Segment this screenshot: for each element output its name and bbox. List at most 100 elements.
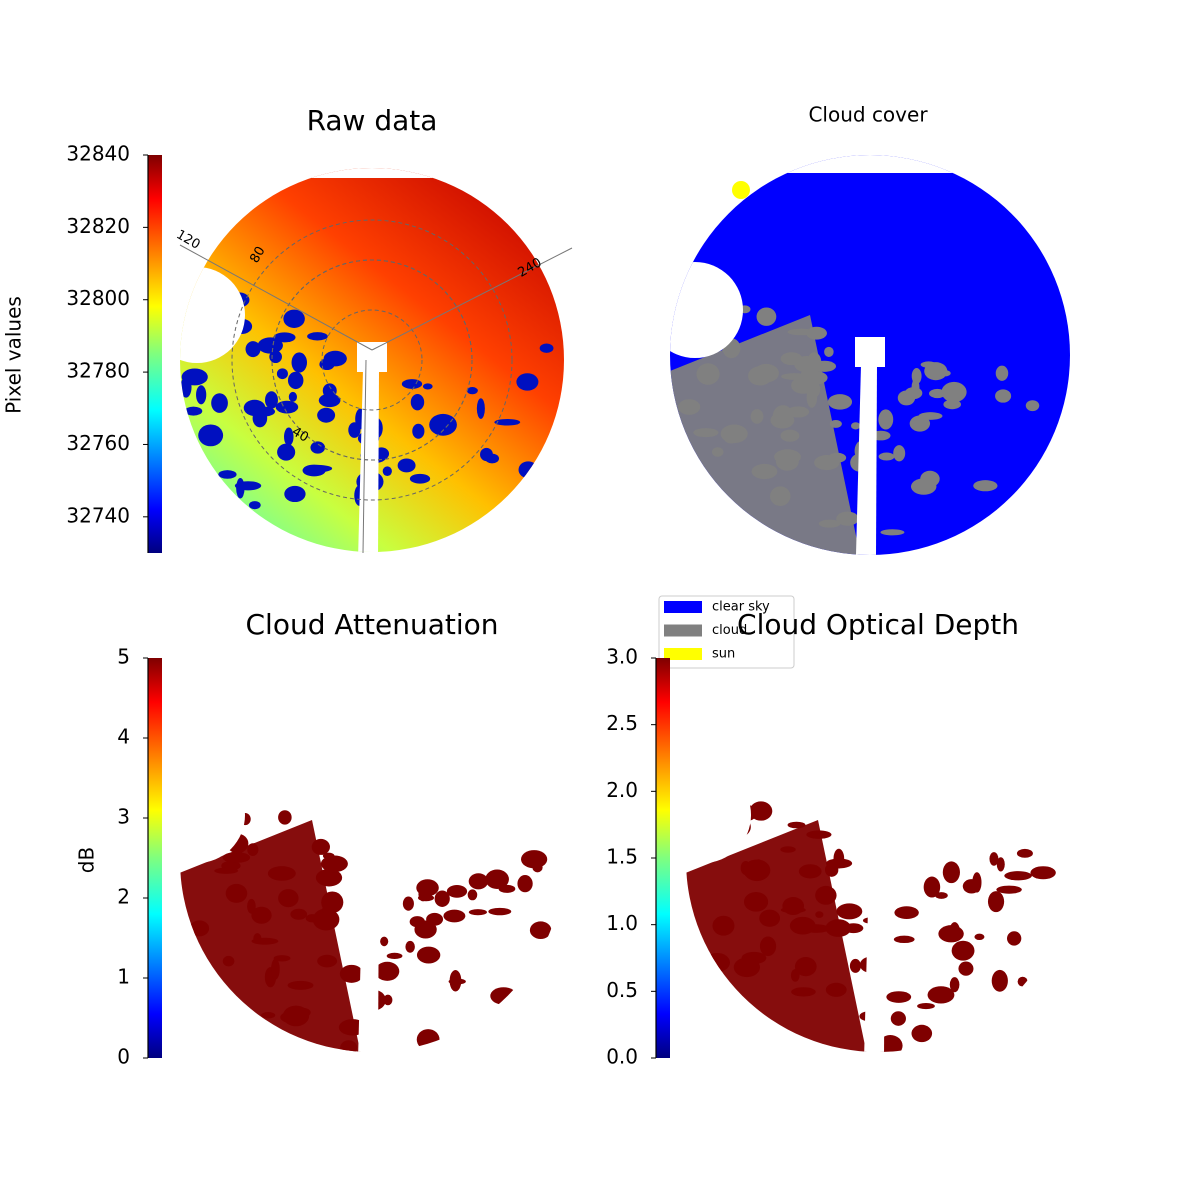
legend-label: cloud	[712, 623, 747, 638]
cloud-blob	[693, 428, 719, 438]
cloud-blob	[787, 821, 806, 829]
legend-label: sun	[712, 647, 735, 662]
cloud-blob	[521, 850, 548, 869]
cloud-blob	[310, 441, 326, 454]
cloud-blob	[704, 952, 730, 973]
cloud-blob	[261, 1012, 276, 1019]
cloud-blob	[824, 346, 834, 358]
cloud-blob	[989, 852, 999, 866]
cloud-blob	[340, 1040, 358, 1052]
cloud-blob	[247, 843, 259, 857]
panel-title: Cloud Optical Depth	[737, 608, 1019, 641]
cloud-blob	[291, 352, 308, 373]
polar-axis	[362, 359, 367, 554]
cloud-blob	[958, 961, 974, 976]
cloud-blob	[743, 891, 769, 912]
cloud-blob	[397, 458, 416, 473]
colorbar-tick-label: 32740	[66, 503, 130, 527]
cloud-blob	[449, 969, 462, 992]
cloud-blob	[383, 994, 393, 1006]
cloud-blob	[267, 866, 296, 881]
cloud-blob	[794, 956, 817, 977]
cloud-blob	[218, 470, 237, 479]
shadow-band	[856, 365, 877, 555]
cloud-blob	[488, 907, 512, 916]
cloud-blob	[416, 946, 441, 964]
cloud-blob	[893, 445, 906, 462]
cloud-blob	[938, 925, 964, 943]
edge-cutout	[180, 767, 245, 863]
colorbar	[148, 155, 162, 553]
colorbar-tick-label: 0.5	[606, 978, 638, 1002]
cloud-blob	[815, 911, 824, 918]
cloud-blob	[265, 391, 278, 409]
colorbar-tick-label: 1.0	[606, 911, 638, 935]
top-mask	[670, 155, 1070, 173]
polar-axis	[371, 247, 573, 351]
cloud-blob	[987, 891, 1005, 913]
shadow-band	[358, 870, 379, 1052]
colorbar	[148, 658, 162, 1058]
cloud-blob	[748, 366, 772, 386]
edge-cutout	[686, 767, 751, 863]
polar-axis	[179, 244, 373, 351]
colorbar-tick-label: 4	[117, 725, 130, 749]
cloud-blob	[825, 919, 852, 937]
cloud-blob	[806, 830, 832, 839]
cloud-blob	[827, 394, 853, 410]
cloud-blob	[251, 937, 279, 945]
cloud-blob	[275, 400, 299, 414]
cloud-blob	[311, 838, 330, 855]
polar-ring	[321, 309, 423, 411]
cloud-blob	[951, 940, 975, 961]
cloud-blob	[878, 452, 895, 461]
center-block	[855, 337, 885, 367]
colorbar-tick-label: 1	[117, 965, 130, 989]
cloud-blob	[836, 511, 859, 526]
cloud-blob	[180, 376, 192, 398]
cloud-blob	[911, 1024, 933, 1043]
cloud-blob	[904, 387, 923, 400]
cloud-blob	[1025, 400, 1040, 412]
cloud-blob	[880, 529, 905, 536]
cloud-blob	[315, 868, 343, 887]
top-mask	[686, 668, 1070, 678]
cloud-blob	[494, 418, 521, 426]
cloud-blob	[417, 894, 435, 902]
colorbar-tick-label: 32840	[66, 142, 130, 166]
cloud-blob	[517, 875, 533, 893]
cloud-blob	[878, 409, 894, 430]
colorbar-tick-label: 2	[117, 885, 130, 909]
cloud-blob	[828, 452, 847, 463]
cloud-blob	[468, 873, 489, 890]
cloud-blob	[791, 987, 816, 997]
cloud-blob	[382, 466, 392, 477]
colorbar-label: dB	[75, 847, 99, 873]
polar-ring	[231, 219, 513, 501]
cloud-blob	[277, 443, 296, 461]
image	[180, 168, 564, 552]
colorbar-tick-label: 5	[117, 645, 130, 669]
cloud-blob	[910, 478, 937, 495]
colorbar-tick-label: 3	[117, 805, 130, 829]
cloud-blob	[480, 447, 493, 462]
shadow-band	[864, 870, 885, 1052]
cloud-blob	[211, 393, 228, 413]
cloud-blob	[339, 964, 364, 983]
cloud-blob	[724, 433, 739, 444]
cloud-blob	[402, 896, 414, 911]
colorbar-tick-label: 2.5	[606, 711, 638, 735]
cloud-blob	[273, 332, 296, 343]
cloud-blob	[927, 986, 955, 1004]
cloud-blob	[917, 1002, 935, 1010]
cloud-blob	[878, 1035, 903, 1052]
cloud-blob	[996, 857, 1005, 872]
cloud-blob	[678, 399, 701, 415]
cloud-blob	[271, 958, 280, 980]
cloud-blob	[348, 422, 361, 438]
cloud-blob	[273, 955, 291, 962]
image	[180, 668, 564, 1052]
cloud-blob	[786, 406, 810, 418]
cloud-blob	[284, 427, 294, 446]
cloud-blob	[794, 355, 820, 373]
